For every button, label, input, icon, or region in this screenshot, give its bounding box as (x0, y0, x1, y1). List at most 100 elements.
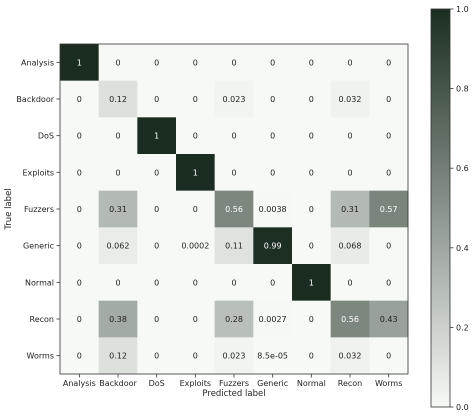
heatmap-cell (253, 190, 293, 228)
cell-value-label: 0.12 (109, 352, 127, 361)
heatmap-cell (369, 154, 409, 191)
cell-value-label: 0 (154, 242, 159, 251)
cell-value-label: 0 (115, 278, 120, 287)
x-tick-label: Recon (338, 379, 362, 388)
y-tick-label: Fuzzers (24, 205, 54, 214)
cell-value-label: 0 (193, 315, 198, 324)
cell-value-label: 0 (270, 132, 275, 141)
x-tick-label: Normal (297, 379, 326, 388)
heatmap-cells: 1 0 0 0 0 0 0 0 0 0 0.12 0 0 0.023 0 0 0.032 0 0 0 1 0 0 0 0 0 0 0 0… (60, 44, 409, 375)
heatmap-cell (214, 300, 254, 338)
heatmap-cell (214, 117, 254, 155)
heatmap-cell (292, 80, 331, 118)
cell-value-label: 0 (386, 132, 391, 141)
cell-value-label: 0.032 (339, 95, 362, 104)
x-axis-label: Predicted label (202, 389, 265, 399)
cell-value-label: 0 (77, 95, 82, 104)
heatmap-cell (214, 190, 254, 228)
heatmap-cell (98, 264, 138, 301)
cell-value-label: 0 (309, 205, 314, 214)
heatmap-cell (176, 227, 215, 265)
heatmap-cell (60, 227, 99, 265)
heatmap-cell (176, 117, 215, 155)
heatmap-cell (369, 44, 409, 81)
heatmap-cell (253, 154, 293, 191)
cell-value-label: 1 (77, 58, 82, 67)
heatmap-cell (98, 337, 138, 375)
heatmap-cell (253, 44, 293, 81)
cell-value-label: 0 (77, 278, 82, 287)
x-tick-label: Worms (375, 379, 402, 388)
heatmap-cell (330, 227, 370, 265)
heatmap-cell (214, 154, 254, 191)
heatmap-cell (137, 190, 177, 228)
colorbar-tick-label: 0.2 (456, 323, 469, 332)
heatmap-cell (214, 227, 254, 265)
heatmap-cell (253, 264, 293, 301)
heatmap-cell (253, 227, 293, 265)
cell-value-label: 0.28 (225, 315, 243, 324)
heatmap-cell (253, 300, 293, 338)
heatmap-cell (292, 190, 331, 228)
cell-value-label: 0 (347, 58, 352, 67)
heatmap-cell (292, 264, 331, 301)
heatmap-cell (330, 190, 370, 228)
cell-value-label: 0 (270, 278, 275, 287)
cell-value-label: 0 (386, 278, 391, 287)
heatmap-cell (176, 80, 215, 118)
cell-value-label: 0.38 (109, 315, 127, 324)
cell-value-label: 0 (77, 205, 82, 214)
heatmap-cell (292, 227, 331, 265)
heatmap-cell (60, 337, 99, 375)
heatmap-cell (369, 300, 409, 338)
heatmap-cell (292, 44, 331, 81)
y-tick-label: Analysis (21, 58, 54, 67)
heatmap-cell (330, 300, 370, 338)
heatmap-cell (292, 337, 331, 375)
heatmap-cell (60, 264, 99, 301)
colorbar-tick-label: 0.4 (456, 244, 469, 253)
cell-value-label: 0 (77, 132, 82, 141)
heatmap-cell (176, 44, 215, 81)
y-tick-label: Backdoor (16, 95, 54, 104)
x-tick-label: DoS (149, 379, 165, 388)
cell-value-label: 0 (231, 132, 236, 141)
x-tick-label: Backdoor (99, 379, 137, 388)
x-tick-label: Generic (257, 379, 288, 388)
heatmap-cell (292, 300, 331, 338)
cell-value-label: 0 (347, 132, 352, 141)
heatmap-cell (292, 154, 331, 191)
axis-ticks: Analysis Backdoor DoS Exploits Fuzzers Generi… (16, 58, 402, 388)
cell-value-label: 0.023 (223, 95, 246, 104)
heatmap-cell (98, 117, 138, 155)
cell-value-label: 0 (193, 205, 198, 214)
cell-value-label: 0 (309, 95, 314, 104)
cell-value-label: 0.56 (225, 205, 243, 214)
cell-value-label: 0.0027 (259, 315, 287, 324)
colorbar-tick-label: 0.6 (456, 164, 469, 173)
cell-value-label: 0 (309, 58, 314, 67)
heatmap-cell (60, 190, 99, 228)
heatmap-cell (330, 117, 370, 155)
cell-value-label: 0.062 (107, 242, 130, 251)
heatmap-cell (330, 337, 370, 375)
cell-value-label: 0.11 (225, 242, 243, 251)
cell-value-label: 0 (154, 168, 159, 177)
cell-value-label: 0 (386, 95, 391, 104)
heatmap-cell (98, 190, 138, 228)
cell-value-label: 0.0002 (181, 242, 209, 251)
heatmap-cell (98, 80, 138, 118)
cell-value-label: 0.43 (380, 315, 398, 324)
cell-value-label: 0 (309, 132, 314, 141)
cell-value-label: 0 (309, 315, 314, 324)
heatmap-cell (369, 337, 409, 375)
heatmap-cell (214, 264, 254, 301)
heatmap-cell (60, 80, 99, 118)
heatmap-cell (214, 80, 254, 118)
colorbar-ticks: 0.0 0.2 0.4 0.6 0.8 1.0 (450, 5, 469, 412)
heatmap-cell (137, 154, 177, 191)
heatmap-cell (369, 264, 409, 301)
heatmap-cell (60, 300, 99, 338)
cell-value-label: 0 (154, 278, 159, 287)
x-tick-label: Exploits (180, 379, 212, 388)
